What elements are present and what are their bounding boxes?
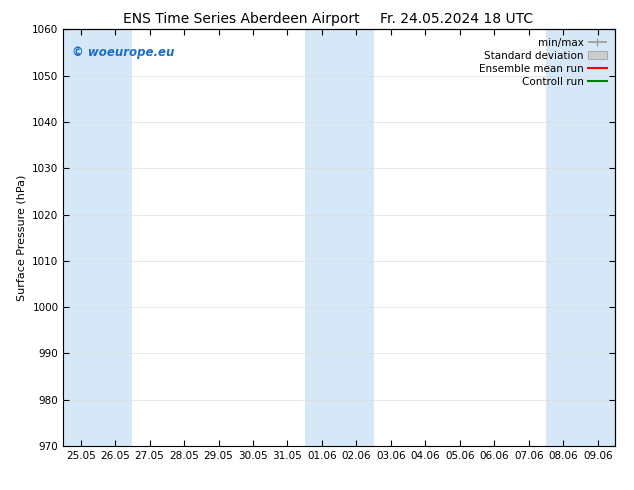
Bar <box>546 29 615 446</box>
Bar <box>305 29 373 446</box>
Text: ENS Time Series Aberdeen Airport: ENS Time Series Aberdeen Airport <box>122 12 359 26</box>
Text: Fr. 24.05.2024 18 UTC: Fr. 24.05.2024 18 UTC <box>380 12 533 26</box>
Y-axis label: Surface Pressure (hPa): Surface Pressure (hPa) <box>16 174 27 301</box>
Text: © woeurope.eu: © woeurope.eu <box>72 46 174 59</box>
Legend: min/max, Standard deviation, Ensemble mean run, Controll run: min/max, Standard deviation, Ensemble me… <box>476 35 610 90</box>
Bar <box>63 29 133 446</box>
